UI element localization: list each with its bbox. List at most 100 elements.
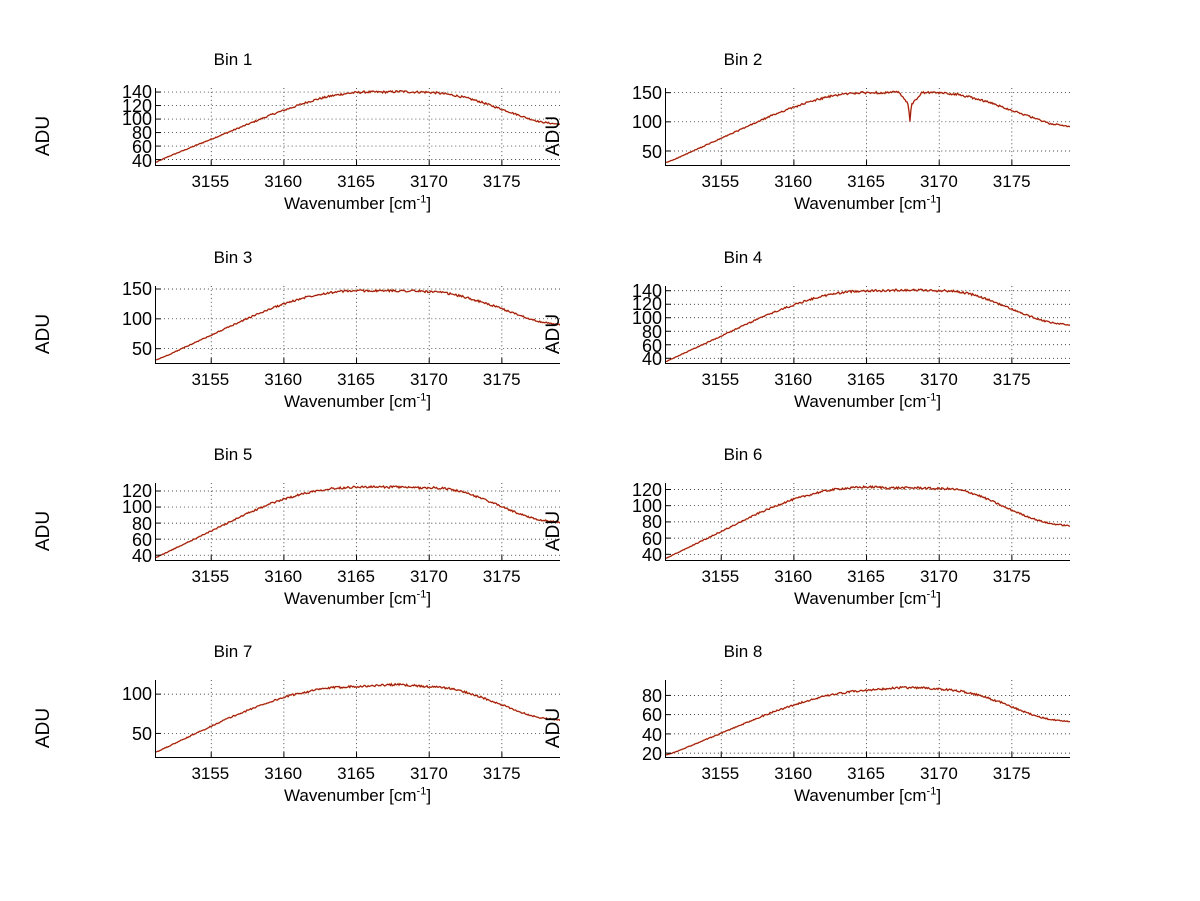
x-tick-label: 3155: [701, 567, 740, 586]
x-tick-label: 3165: [847, 370, 885, 389]
spectrum-trace: [156, 683, 560, 753]
x-axis-label-text: Wavenumber [cm: [283, 194, 417, 213]
x-tick-label: 3175: [992, 567, 1031, 586]
x-axis-label-exponent: -1: [416, 391, 427, 404]
grid-lines: [666, 680, 1070, 757]
tick-marks: [666, 92, 1013, 165]
y-tick-labels: 50 100 150: [550, 82, 662, 174]
spectrum-trace: [666, 485, 1070, 559]
x-tick-label: 3155: [191, 370, 230, 389]
y-tick-label: 40: [641, 349, 662, 370]
x-axis-label-exponent: -1: [416, 588, 427, 601]
spectrum-trace-secondary: [156, 89, 560, 163]
spectrum-trace: [156, 485, 560, 558]
x-axis-label-exponent: -1: [926, 785, 937, 798]
x-tick-label: 3170: [409, 172, 448, 191]
panel-title: Bin 6: [723, 445, 763, 464]
y-tick-label: 40: [131, 150, 152, 171]
x-tick-label: 3160: [264, 567, 303, 586]
tick-marks: [666, 694, 1013, 757]
x-tick-label: 3165: [847, 764, 885, 783]
spectrum-trace-secondary: [666, 288, 1070, 363]
y-tick-label: 50: [131, 339, 152, 360]
y-tick-label: 60: [641, 335, 662, 356]
tick-marks: [156, 288, 503, 363]
x-axis-label: Wavenumber [cm-1]: [665, 194, 1070, 214]
x-axis-label-text: Wavenumber [cm: [283, 392, 417, 411]
subplot-panel: Bin 5 ADU 40 60 80 100 120 3155 3160 3165 3170 3175…: [0, 437, 600, 637]
x-tick-label: 3165: [337, 567, 375, 586]
panel-title: Bin 1: [213, 50, 253, 69]
y-tick-labels: 40 60 80 100 120: [550, 477, 662, 569]
x-tick-label: 3155: [701, 172, 740, 191]
y-tick-label: 40: [131, 546, 152, 567]
x-axis-label-exponent: -1: [926, 588, 937, 601]
plot-area: [155, 483, 560, 561]
y-tick-label: 80: [131, 513, 152, 534]
panel-title: Bin 2: [723, 50, 763, 69]
x-axis-label-tail: ]: [426, 194, 432, 213]
tick-marks: [156, 91, 503, 165]
x-tick-label: 3165: [337, 172, 375, 191]
grid-lines: [666, 286, 1070, 363]
y-tick-label: 50: [131, 724, 152, 745]
spectrum-trace: [156, 289, 560, 361]
x-axis-label: Wavenumber [cm-1]: [155, 194, 560, 214]
y-tick-label: 50: [641, 141, 662, 162]
tick-marks: [666, 290, 1013, 363]
subplot-panel: Bin 4 ADU 40 60 80 100 120 140 3155 3160 3165 3170 3…: [510, 240, 1110, 440]
x-tick-label: 3170: [409, 370, 448, 389]
tick-marks: [666, 488, 1013, 560]
x-tick-labels: 3155 3160 3165 3170 3175: [155, 170, 560, 198]
plot-area: [155, 680, 560, 758]
x-axis-label-tail: ]: [936, 786, 942, 805]
y-tick-label: 60: [641, 528, 662, 549]
x-tick-label: 3170: [409, 764, 448, 783]
x-tick-label: 3165: [337, 764, 375, 783]
x-tick-labels: 3155 3160 3165 3170 3175: [665, 565, 1070, 593]
spectrum-trace: [156, 90, 560, 163]
subplot-panel: Bin 8 ADU 20 40 60 80 3155 3160 3165 3170 3175 Wave…: [510, 634, 1110, 834]
y-tick-labels: 50 100: [40, 674, 152, 766]
x-axis-label: Wavenumber [cm-1]: [155, 786, 560, 806]
y-tick-label: 120: [631, 294, 662, 315]
x-axis-label-tail: ]: [426, 392, 432, 411]
x-tick-labels: 3155 3160 3165 3170 3175: [155, 762, 560, 790]
subplot-panel: Bin 1 ADU 40 60 80 100 120 140 3155 3160 3165 3170 3…: [0, 42, 600, 242]
x-axis-label-exponent: -1: [926, 391, 937, 404]
subplot-panel: Bin 3 ADU 50 100 150 3155 3160 3165 3170 3175 Wave…: [0, 240, 600, 440]
panel-title: Bin 7: [213, 642, 253, 661]
grid-lines: [666, 483, 1070, 560]
y-tick-label: 140: [631, 280, 662, 301]
y-tick-label: 120: [121, 481, 152, 502]
x-tick-label: 3175: [482, 172, 521, 191]
y-tick-label: 60: [131, 529, 152, 550]
x-axis-label-text: Wavenumber [cm: [793, 392, 927, 411]
plot-area: [155, 286, 560, 364]
x-axis-label-exponent: -1: [926, 193, 937, 206]
subplot-panel: Bin 2 ADU 50 100 150 3155 3160 3165 3170 3175 Wave…: [510, 42, 1110, 242]
x-axis-label-tail: ]: [936, 194, 942, 213]
x-tick-label: 3160: [774, 370, 813, 389]
x-axis-label-tail: ]: [426, 786, 432, 805]
x-tick-labels: 3155 3160 3165 3170 3175: [665, 762, 1070, 790]
x-tick-label: 3165: [847, 172, 885, 191]
y-tick-label: 80: [131, 123, 152, 144]
tick-marks: [156, 490, 503, 560]
y-tick-label: 100: [121, 109, 152, 130]
y-tick-label: 150: [121, 279, 152, 300]
x-tick-label: 3170: [919, 567, 958, 586]
x-axis-label: Wavenumber [cm-1]: [155, 392, 560, 412]
spectrum-trace-secondary: [666, 685, 1070, 756]
plot-area: [665, 680, 1070, 758]
x-tick-label: 3175: [482, 370, 521, 389]
x-tick-labels: 3155 3160 3165 3170 3175: [665, 170, 1070, 198]
x-axis-label-text: Wavenumber [cm: [283, 589, 417, 608]
y-tick-label: 60: [131, 136, 152, 157]
x-tick-labels: 3155 3160 3165 3170 3175: [155, 368, 560, 396]
y-tick-label: 100: [631, 495, 662, 516]
y-tick-label: 80: [641, 321, 662, 342]
spectrum-trace: [666, 288, 1070, 363]
x-tick-label: 3160: [264, 370, 303, 389]
plot-area: [665, 483, 1070, 561]
